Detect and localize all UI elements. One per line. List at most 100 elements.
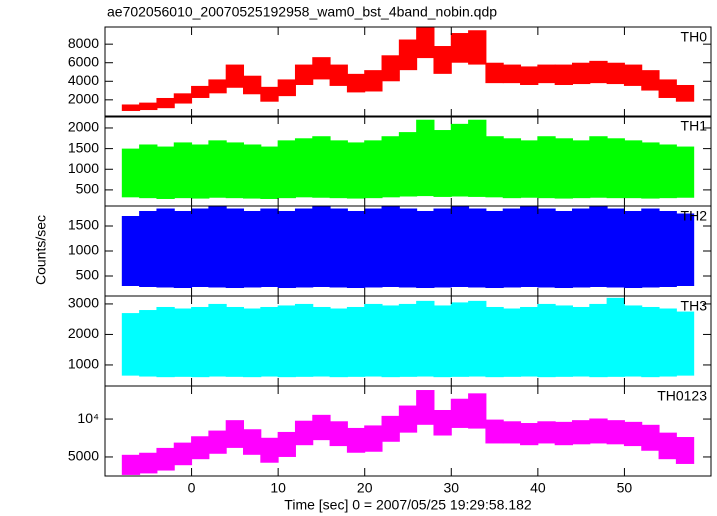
range-bar (468, 393, 487, 429)
x-tick-label: 40 (530, 480, 546, 496)
panel-frame (104, 26, 712, 118)
range-bar (520, 306, 539, 377)
panel-label: TH3 (681, 298, 708, 314)
range-bar (623, 421, 643, 447)
range-bar (277, 305, 296, 378)
range-bar (468, 208, 487, 288)
panel-label: TH0123 (657, 388, 707, 404)
range-bar (641, 424, 660, 451)
range-bar (589, 418, 608, 444)
range-bar (502, 208, 522, 288)
range-bar (156, 97, 175, 109)
range-bar (416, 300, 435, 377)
range-bar (658, 79, 677, 98)
range-bar (502, 421, 522, 444)
range-bar (156, 146, 175, 199)
y-tick-label: 1500 (68, 139, 99, 155)
y-tick-label: 5000 (68, 448, 99, 464)
range-bar (675, 84, 695, 102)
range-bar (191, 144, 210, 199)
range-bar (416, 119, 435, 197)
range-bar (294, 420, 314, 446)
range-bar (537, 208, 556, 288)
range-bar (156, 306, 175, 378)
range-bar (675, 146, 695, 198)
range-bar (364, 208, 383, 288)
range-bar (156, 208, 175, 288)
range-bar (329, 140, 348, 199)
range-bar (329, 64, 348, 86)
range-bar (312, 206, 331, 287)
range-bar (381, 206, 400, 287)
range-bar (191, 85, 210, 98)
range-bar (537, 303, 556, 378)
range-bar (139, 102, 158, 111)
range-bar (485, 136, 504, 198)
panel-frame (104, 385, 712, 477)
y-tick-label: 10⁴ (77, 410, 99, 426)
range-bar (658, 432, 677, 460)
range-bar (294, 138, 314, 198)
range-bar (485, 211, 504, 288)
range-bar (398, 303, 418, 377)
range-bar (225, 64, 245, 88)
range-bar (243, 75, 262, 95)
range-bar (571, 140, 591, 199)
range-bar (675, 213, 695, 286)
range-bar (606, 297, 625, 377)
range-bar (606, 138, 625, 199)
range-bar (606, 420, 625, 445)
y-tick-label: 8000 (68, 35, 99, 51)
range-bar (623, 64, 643, 86)
range-bar (173, 442, 193, 466)
range-bar (243, 429, 262, 455)
x-tick-label: 20 (357, 480, 373, 496)
y-tick-label: 500 (76, 267, 100, 283)
range-bar (243, 308, 262, 378)
range-bar (571, 208, 591, 288)
range-bar (191, 208, 210, 287)
range-bar (260, 306, 279, 377)
range-bar (346, 142, 366, 199)
range-bar (675, 311, 695, 376)
range-bar (675, 437, 695, 464)
range-bar (537, 421, 556, 444)
range-bar (433, 305, 452, 378)
y-tick-label: 4000 (68, 72, 99, 88)
y-tick-label: 6000 (68, 53, 99, 69)
range-bar (277, 140, 296, 199)
range-bar (485, 306, 504, 378)
range-bar (398, 405, 418, 433)
range-bar (398, 208, 418, 288)
range-bar (208, 303, 227, 377)
range-bar (554, 305, 573, 377)
range-bar (294, 303, 314, 377)
range-bar (520, 140, 539, 198)
range-bar (312, 136, 331, 198)
x-tick-label: 10 (270, 480, 286, 496)
range-bar (433, 130, 452, 197)
range-bar (623, 211, 643, 288)
range-bar (260, 437, 279, 463)
range-bar (433, 208, 452, 288)
range-bar (346, 211, 366, 288)
range-bar (554, 211, 573, 288)
range-bar (623, 140, 643, 199)
range-bar (658, 308, 677, 377)
range-bar (191, 306, 210, 378)
range-bar (554, 138, 573, 199)
range-bar (329, 308, 348, 378)
range-bar (658, 144, 677, 199)
range-bar (589, 303, 608, 378)
range-bar (537, 64, 556, 84)
panel-label: TH0 (681, 29, 708, 45)
range-bar (381, 136, 400, 198)
range-bar (658, 211, 677, 287)
y-tick-label: 1500 (68, 217, 99, 233)
range-bar (623, 305, 643, 377)
range-bar (502, 308, 522, 377)
y-axis-label: Counts/sec (33, 215, 49, 285)
range-bar (520, 423, 539, 446)
range-bar (554, 421, 573, 446)
